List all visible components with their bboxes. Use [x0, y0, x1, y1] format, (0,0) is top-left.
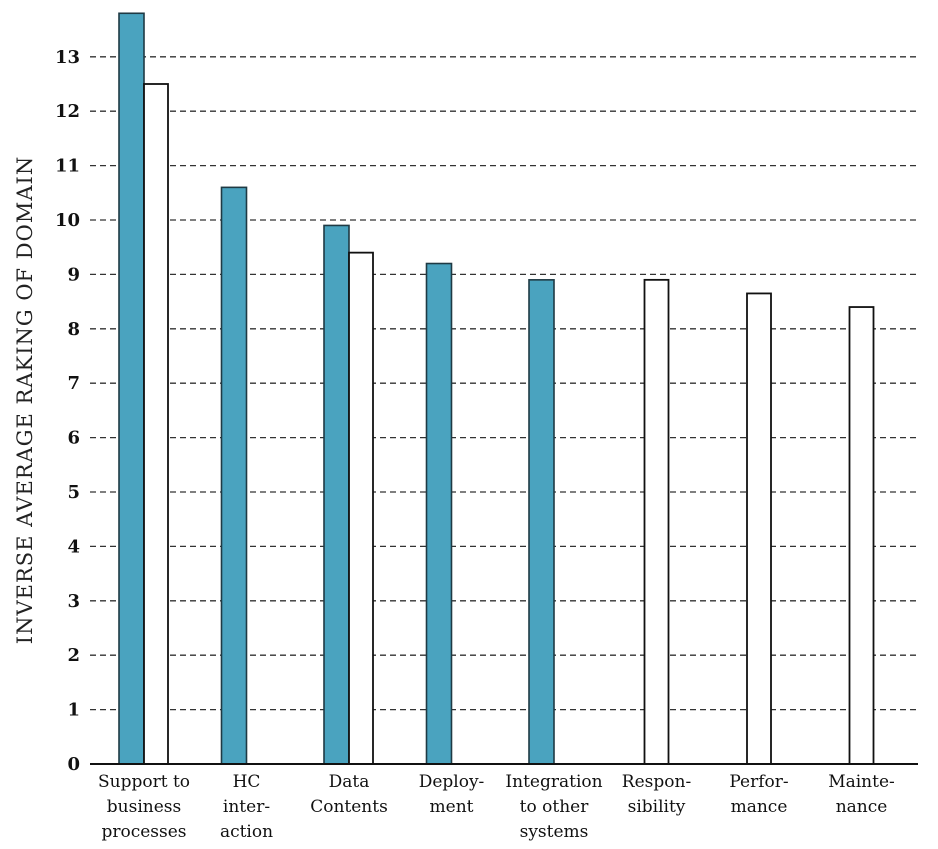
y-tick-label: 10: [55, 210, 80, 231]
bar-series-b: [848, 306, 875, 765]
category-label: Support to business processes: [98, 772, 190, 842]
category-label: Deploy-ment: [419, 772, 485, 817]
bar-series-a: [220, 186, 248, 765]
bars: [118, 12, 875, 765]
category-label: Data Contents: [310, 772, 388, 817]
y-axis-title: INVERSE AVERAGE RAKING OF DOMAIN: [13, 156, 37, 644]
bar-series-a: [425, 262, 453, 765]
category-label: Perfor-mance: [729, 772, 788, 817]
bar-series-b: [143, 83, 169, 765]
y-tick-label: 3: [67, 591, 80, 612]
bar-series-b: [746, 292, 772, 765]
category-label: HC inter-action: [220, 772, 273, 842]
bar-series-b: [348, 251, 374, 765]
y-tick-label: 6: [67, 428, 80, 449]
y-tick-label: 7: [67, 373, 80, 394]
y-tick-label: 11: [55, 156, 80, 177]
y-tick-label: 8: [67, 319, 80, 340]
category-label: Integration to other systems: [505, 772, 602, 842]
y-tick-label: 2: [67, 645, 80, 666]
bar-series-a: [528, 279, 555, 765]
y-tick-label: 13: [55, 47, 80, 68]
bar-series-a: [118, 12, 145, 765]
category-label: Respon-sibility: [622, 772, 691, 817]
y-tick-label: 4: [67, 536, 80, 557]
bar-series-a: [323, 224, 350, 765]
bar-series-b: [643, 278, 670, 765]
category-label: Mainte-nance: [828, 772, 895, 817]
y-tick-label: 0: [67, 754, 80, 775]
gridlines: [90, 56, 918, 711]
y-tick-label: 5: [67, 482, 80, 503]
y-tick-label: 12: [55, 101, 80, 122]
y-tick-label: 1: [67, 700, 80, 721]
category-labels: Support to business processes HC inter-actio…: [98, 772, 895, 842]
y-tick-label: 9: [67, 264, 80, 285]
